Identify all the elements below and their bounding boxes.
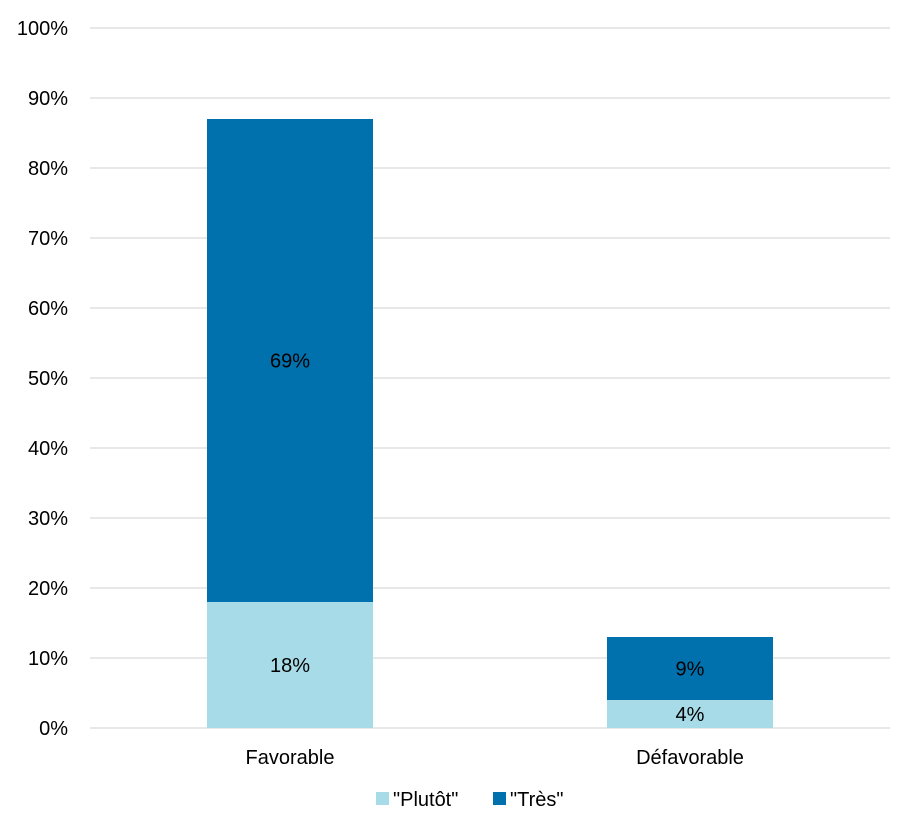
y-tick-label: 10%	[28, 648, 68, 670]
x-category-label: Favorable	[246, 747, 335, 769]
y-tick-label: 50%	[28, 368, 68, 390]
bar-segment	[607, 700, 773, 728]
y-tick-label: 80%	[28, 158, 68, 180]
y-axis-tick-labels: 0% 10% 20% 30% 40% 50% 60% 70% 80% 90% 100%	[17, 18, 68, 740]
y-tick-label: 70%	[28, 228, 68, 250]
x-axis-category-labels: Favorable Défavorable	[246, 747, 744, 769]
y-tick-label: 20%	[28, 578, 68, 600]
bar-segment	[207, 602, 373, 728]
bar-value-label: 18%	[270, 655, 310, 677]
legend-label: "Très"	[510, 789, 563, 811]
x-category-label: Défavorable	[636, 747, 744, 769]
bar-value-label: 9%	[676, 659, 705, 681]
bars	[207, 119, 773, 728]
y-tick-label: 0%	[39, 718, 68, 740]
y-tick-label: 40%	[28, 438, 68, 460]
bar-segment	[207, 119, 373, 602]
bar-value-label: 4%	[676, 704, 705, 726]
data-labels: 18% 69% 4% 9%	[270, 351, 705, 727]
bar-value-label: 69%	[270, 351, 310, 373]
legend: "Plutôt" "Très"	[376, 789, 563, 811]
y-tick-label: 90%	[28, 88, 68, 110]
y-tick-label: 60%	[28, 298, 68, 320]
y-tick-label: 100%	[17, 18, 68, 40]
legend-label: "Plutôt"	[393, 789, 458, 811]
y-tick-label: 30%	[28, 508, 68, 530]
legend-swatch	[493, 792, 506, 805]
bar-segment	[607, 637, 773, 700]
legend-swatch	[376, 792, 389, 805]
